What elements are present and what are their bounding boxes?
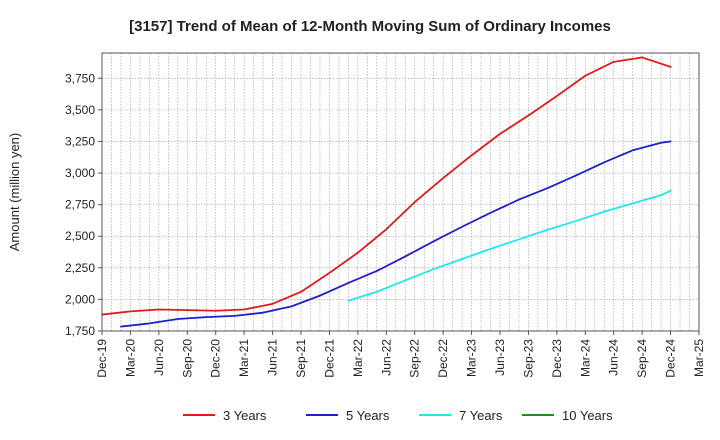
x-tick-label: Mar-25 <box>692 339 706 377</box>
y-tick-label: 2,500 <box>65 229 95 243</box>
x-tick-label: Sep-20 <box>180 339 194 378</box>
x-tick-label: Jun-22 <box>379 339 393 376</box>
x-tick-label: Dec-21 <box>322 339 336 378</box>
x-tick-label: Mar-21 <box>237 339 251 377</box>
y-tick-label: 2,000 <box>65 292 95 306</box>
x-tick-label: Jun-24 <box>607 339 621 376</box>
x-tick-label: Jun-23 <box>493 339 507 376</box>
x-tick-label: Mar-22 <box>351 339 365 377</box>
y-tick-label: 3,000 <box>65 166 95 180</box>
series-line-7-years <box>347 189 672 302</box>
y-tick-label: 2,250 <box>65 261 95 275</box>
x-tick-label: Sep-23 <box>521 339 535 378</box>
legend-label: 10 Years <box>562 408 613 423</box>
plot-area <box>102 53 699 331</box>
x-tick-label: Dec-19 <box>95 339 109 378</box>
x-tick-label: Dec-20 <box>209 339 223 378</box>
x-tick-label: Mar-24 <box>578 339 592 377</box>
plot-frame <box>101 52 700 332</box>
y-tick-label: 3,750 <box>65 71 95 85</box>
x-tick-label: Sep-21 <box>294 339 308 378</box>
legend-label: 5 Years <box>346 408 390 423</box>
x-tick-label: Sep-22 <box>408 339 422 378</box>
legend: 3 Years 5 Years 7 Years 10 Years <box>183 408 613 423</box>
x-tick-label: Dec-23 <box>550 339 564 378</box>
y-axis-ticks: 1,750 2,000 2,250 2,500 2,750 3,000 3,250 3,500… <box>65 71 102 338</box>
y-tick-label: 1,750 <box>65 324 95 338</box>
x-tick-label: Jun-21 <box>266 339 280 376</box>
x-tick-label: Jun-20 <box>152 339 166 376</box>
chart-title: [3157] Trend of Mean of 12-Month Moving … <box>129 18 611 35</box>
y-tick-label: 3,500 <box>65 103 95 117</box>
series-line-5-years <box>120 140 672 328</box>
series-line-3-years <box>101 56 672 316</box>
x-axis-ticks: Dec-19 Mar-20 Jun-20 Sep-20 Dec-20 Mar-21 Jun-… <box>95 331 706 378</box>
x-tick-label: Mar-20 <box>123 339 137 377</box>
series-layer <box>101 56 672 328</box>
x-tick-label: Mar-23 <box>465 339 479 377</box>
y-tick-label: 2,750 <box>65 198 95 212</box>
grid-layer <box>102 53 699 332</box>
y-tick-label: 3,250 <box>65 134 95 148</box>
y-axis-label: Amount (million yen) <box>7 133 22 252</box>
legend-label: 7 Years <box>459 408 503 423</box>
x-tick-label: Sep-24 <box>635 339 649 378</box>
x-tick-label: Dec-22 <box>436 339 450 378</box>
x-tick-label: Dec-24 <box>664 339 678 378</box>
legend-label: 3 Years <box>223 408 267 423</box>
